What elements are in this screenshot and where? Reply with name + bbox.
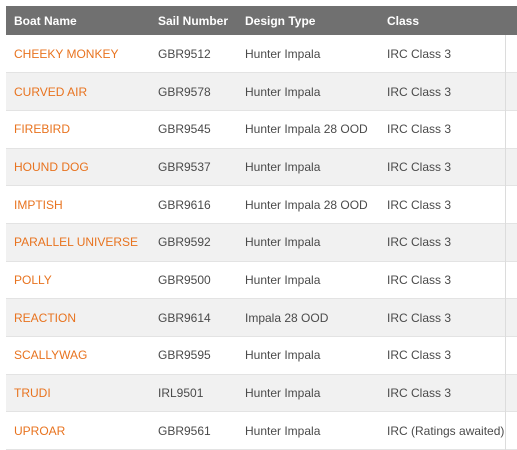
boat-name-cell: POLLY: [6, 261, 150, 299]
sail-number-cell: GBR9545: [158, 122, 211, 137]
boat-name-link[interactable]: UPROAR: [14, 423, 66, 438]
design-type-cell: Hunter Impala: [245, 235, 321, 250]
sail-number-cell: GBR9616: [158, 197, 211, 212]
sail-number-cell: IRL9501: [158, 386, 204, 401]
class-cell: IRC Class 3: [387, 84, 452, 99]
design-type-cell: Hunter Impala 28 OOD: [245, 122, 368, 137]
boats-table: Boat Name Sail Number Design Type Class …: [6, 6, 517, 450]
boat-name-cell: CHEEKY MONKEY: [6, 35, 150, 73]
boat-name-cell: CURVED AIR: [6, 73, 150, 111]
table-row: UPROAR GBR9561 Hunter Impala IRC (Ratings a…: [6, 411, 517, 450]
table-row: IMPTISH GBR9616 Hunter Impala 28 OOD IRC Cl…: [6, 185, 517, 224]
class-cell: IRC Class 3: [387, 310, 452, 325]
table-body: CHEEKY MONKEY GBR9512 Hunter Impala IRC Cla…: [6, 35, 517, 450]
design-type-cell: Impala 28 OOD: [245, 310, 329, 325]
design-type-cell: Hunter Impala 28 OOD: [245, 197, 368, 212]
design-type-cell: Hunter Impala: [245, 272, 321, 287]
design-type-cell: Hunter Impala: [245, 46, 321, 61]
row-extra-cell: [504, 223, 517, 262]
sail-number-cell: GBR9512: [158, 46, 211, 61]
boat-name-cell: IMPTISH: [6, 186, 150, 224]
table-row: CHEEKY MONKEY GBR9512 Hunter Impala IRC Cla…: [6, 35, 517, 73]
table-row: FIREBIRD GBR9545 Hunter Impala 28 OOD IRC C…: [6, 110, 517, 149]
design-type-cell: Hunter Impala: [245, 348, 321, 363]
class-cell: IRC Class 3: [387, 159, 452, 174]
boat-name-link[interactable]: POLLY: [14, 272, 52, 287]
design-type-cell: Hunter Impala: [245, 84, 321, 99]
boat-name-link[interactable]: CHEEKY MONKEY: [14, 46, 119, 61]
row-extra-cell: [504, 185, 517, 224]
boat-name-link[interactable]: IMPTISH: [14, 197, 63, 212]
boat-name-link[interactable]: FIREBIRD: [14, 122, 71, 137]
table-row: HOUND DOG GBR9537 Hunter Impala IRC Class 3: [6, 148, 517, 186]
class-cell: IRC Class 3: [387, 46, 452, 61]
boat-name-link[interactable]: TRUDI: [14, 386, 51, 401]
table-row: SCALLYWAG GBR9595 Hunter Impala IRC Class 3: [6, 336, 517, 375]
class-cell: IRC Class 3: [387, 386, 452, 401]
design-type-cell: Hunter Impala: [245, 159, 321, 174]
table-header: Boat Name Sail Number Design Type Class: [6, 6, 517, 35]
header-design-type[interactable]: Design Type: [245, 13, 316, 28]
sail-number-cell: GBR9561: [158, 423, 211, 438]
sail-number-cell: GBR9500: [158, 272, 211, 287]
boat-name-cell: PARALLEL UNIVERSE: [6, 223, 150, 261]
table-row: TRUDI IRL9501 Hunter Impala IRC Class 3: [6, 374, 517, 412]
boat-name-link[interactable]: PARALLEL UNIVERSE: [14, 235, 139, 250]
boat-name-cell: SCALLYWAG: [6, 337, 150, 375]
table-row: CURVED AIR GBR9578 Hunter Impala IRC Class …: [6, 72, 517, 111]
sail-number-cell: GBR9614: [158, 310, 211, 325]
row-extra-cell: [504, 336, 517, 375]
design-type-cell: Hunter Impala: [245, 386, 321, 401]
boat-name-cell: HOUND DOG: [6, 148, 150, 186]
class-cell: IRC Class 3: [387, 197, 452, 212]
boat-name-cell: UPROAR: [6, 412, 150, 450]
class-cell: IRC Class 3: [387, 122, 452, 137]
boat-name-link[interactable]: SCALLYWAG: [14, 348, 88, 363]
row-extra-cell: [504, 110, 517, 149]
table-row: REACTION GBR9614 Impala 28 OOD IRC Class 3: [6, 298, 517, 337]
class-cell: IRC (Ratings awaited): [387, 423, 505, 438]
sail-number-cell: GBR9595: [158, 348, 211, 363]
row-extra-cell: [504, 374, 517, 412]
sail-number-cell: GBR9592: [158, 235, 211, 250]
header-boat-name[interactable]: Boat Name: [14, 13, 77, 28]
sail-number-cell: GBR9578: [158, 84, 211, 99]
row-extra-cell: [504, 72, 517, 111]
header-extra: [505, 6, 517, 35]
row-extra-cell: [504, 148, 517, 186]
sail-number-cell: GBR9537: [158, 159, 211, 174]
class-cell: IRC Class 3: [387, 348, 452, 363]
boat-name-cell: TRUDI: [6, 374, 150, 412]
class-cell: IRC Class 3: [387, 235, 452, 250]
boat-name-link[interactable]: REACTION: [14, 310, 77, 325]
header-row: Boat Name Sail Number Design Type Class: [6, 6, 517, 35]
boat-name-cell: FIREBIRD: [6, 110, 150, 148]
table-row: POLLY GBR9500 Hunter Impala IRC Class 3: [6, 261, 517, 299]
row-extra-cell: [504, 411, 517, 450]
boats-table-container: Boat Name Sail Number Design Type Class …: [6, 6, 517, 450]
table-row: PARALLEL UNIVERSE GBR9592 Hunter Impala IRC…: [6, 223, 517, 262]
design-type-cell: Hunter Impala: [245, 423, 321, 438]
header-class[interactable]: Class: [387, 13, 420, 28]
row-extra-cell: [504, 298, 517, 337]
row-extra-cell: [504, 35, 517, 73]
boat-name-link[interactable]: HOUND DOG: [14, 159, 89, 174]
row-extra-cell: [504, 261, 517, 299]
boat-name-link[interactable]: CURVED AIR: [14, 84, 88, 99]
boat-name-cell: REACTION: [6, 299, 150, 337]
class-cell: IRC Class 3: [387, 272, 452, 287]
header-sail-number[interactable]: Sail Number: [158, 13, 229, 28]
